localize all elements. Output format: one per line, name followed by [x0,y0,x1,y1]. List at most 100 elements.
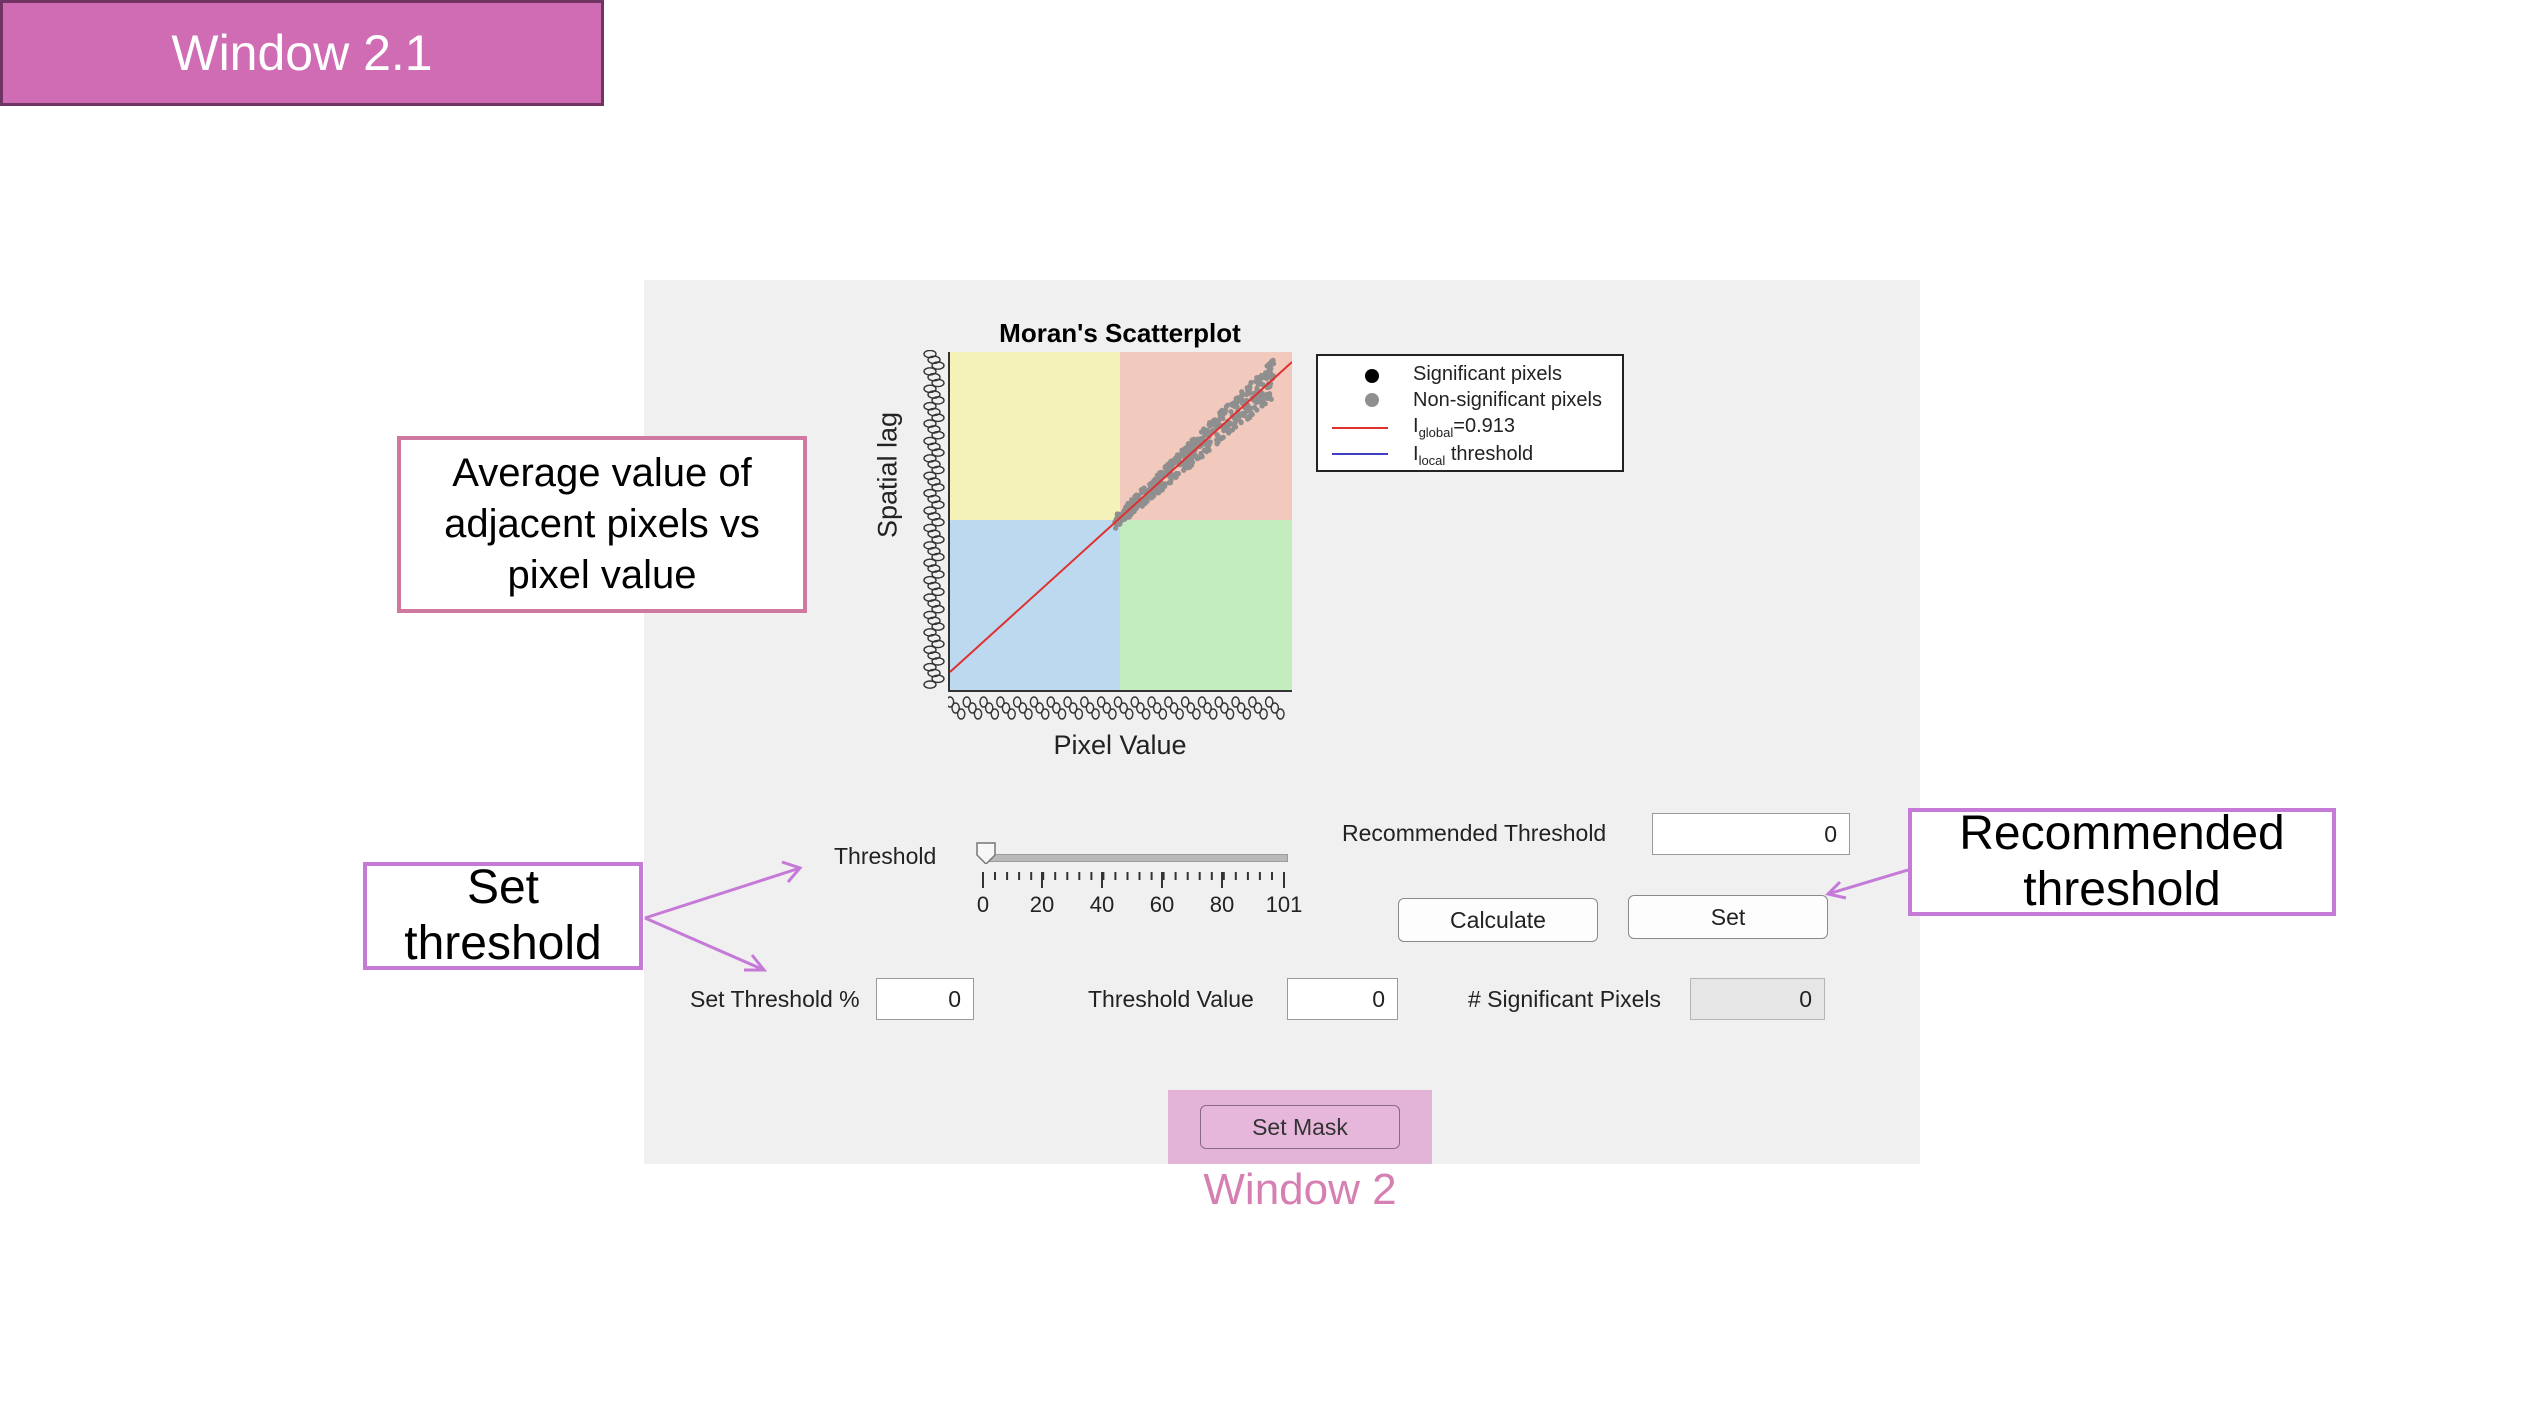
set-mask-button[interactable]: Set Mask [1200,1105,1400,1149]
scatter-point [1253,378,1259,384]
x-tick-mark [1180,696,1190,708]
callout-set-threshold-text: Set threshold [404,861,602,970]
scatter-point [1189,455,1195,461]
scatter-point [1156,486,1162,492]
x-tick-mark [1169,702,1179,714]
scatter-point [1122,516,1128,522]
y-tick-mark [931,517,945,527]
x-tick-mark [1186,702,1196,714]
scatter-point [1267,383,1273,390]
scatter-point [1115,521,1121,527]
scatter-point [1206,441,1212,448]
x-tick-mark [1040,708,1050,720]
scatter-point [1152,476,1158,482]
scatter-point [1134,503,1140,509]
threshold-slider-thumb[interactable] [976,842,996,864]
scatter-point [1253,399,1259,406]
scatter-point [1129,499,1135,505]
x-axis-label: Pixel Value [1053,730,1187,760]
y-tick-mark [931,570,945,579]
scatter-point [1141,485,1147,491]
x-tick-mark [1197,696,1207,708]
scatter-point [1159,470,1165,477]
global-i-line [950,361,1292,673]
scatter-point [1243,392,1249,398]
arrow-to-pct [644,916,765,972]
arrow-to-slider [644,866,801,920]
arrow-to-set-head [1825,880,1847,900]
callout-recommended-text: Recommended threshold [1959,807,2285,916]
scatter-point [1241,410,1247,416]
x-tick-mark [1276,708,1285,720]
scatter-point [1264,375,1270,382]
x-tick-mark [951,702,960,714]
scatter-point [1254,385,1260,391]
x-tick-mark [1085,702,1095,714]
scatter-point [1239,397,1245,403]
x-tick-mark [1259,708,1268,720]
x-tick-mark [996,696,1005,708]
x-tick-mark [1080,696,1089,708]
scatter-point [1170,457,1176,463]
scatter-point [1259,403,1265,409]
x-tick-mark [1046,696,1056,708]
scatter-point [1198,429,1205,435]
legend-entry-local: Ilocal threshold [1318,442,1622,468]
x-tick-mark [1035,702,1044,714]
scatter-point [1113,525,1119,531]
legend-line-global [1332,427,1388,429]
y-tick-mark [931,587,945,597]
scatter-point [1244,385,1250,391]
x-tick-mark [1007,708,1016,720]
x-tick-mark [1214,696,1224,708]
y-tick-mark [931,413,945,423]
set-button[interactable]: Set [1628,895,1828,939]
scatter-point [1229,401,1235,407]
scatter-point [1218,408,1224,414]
scatter-point [1144,498,1150,504]
calculate-button[interactable]: Calculate [1398,898,1598,942]
scatter-point [1203,449,1210,455]
scatter-point [1261,394,1267,400]
x-tick-mark [1074,708,1084,720]
x-tick-mark [990,708,1000,720]
arrow-to-slider-head [781,860,803,883]
scatter-point [1248,380,1254,386]
slider-tick-label: 60 [1149,892,1175,917]
window-title-banner: Window 2.1 [0,0,604,106]
y-tick-mark [931,396,945,405]
scatter-point [1223,404,1229,410]
x-tick-mark [1248,696,1257,708]
x-tick-mark [1208,708,1218,720]
y-tick-mark [931,622,945,631]
y-tick-mark [923,680,937,689]
x-tick-mark [1068,702,1078,714]
scatter-point [1139,490,1145,496]
set-threshold-pct-field[interactable]: 0 [876,978,974,1020]
slider-tick-label: 20 [1029,892,1055,917]
scatter-point [1198,451,1204,457]
slider-tick-label: 80 [1209,892,1235,917]
threshold-value-field[interactable]: 0 [1287,978,1398,1020]
scatter-point [1248,410,1254,416]
recommended-threshold-label: Recommended Threshold [1342,820,1607,846]
callout-average-value: Average value of adjacent pixels vs pixe… [397,436,807,613]
threshold-value-label: Threshold Value [1088,986,1254,1012]
y-tick-mark [931,535,945,544]
x-tick-mark [1018,702,1028,714]
x-tick-mark [1136,702,1145,714]
scatter-point [1124,502,1130,509]
scatter-point [1226,430,1232,436]
x-tick-mark [1152,702,1162,714]
scatter-point [1185,441,1191,447]
quadrant-bottom-right [1120,520,1292,690]
y-tick-mark [931,448,945,457]
y-tick-mark [931,500,945,510]
set-threshold-pct-label: Set Threshold % [690,986,860,1012]
scatter-point [1186,463,1192,470]
window-2-label: Window 2 [1203,1165,1397,1214]
x-tick-mark [1052,702,1061,714]
recommended-threshold-field[interactable]: 0 [1652,813,1850,855]
scatter-point [1204,427,1210,433]
